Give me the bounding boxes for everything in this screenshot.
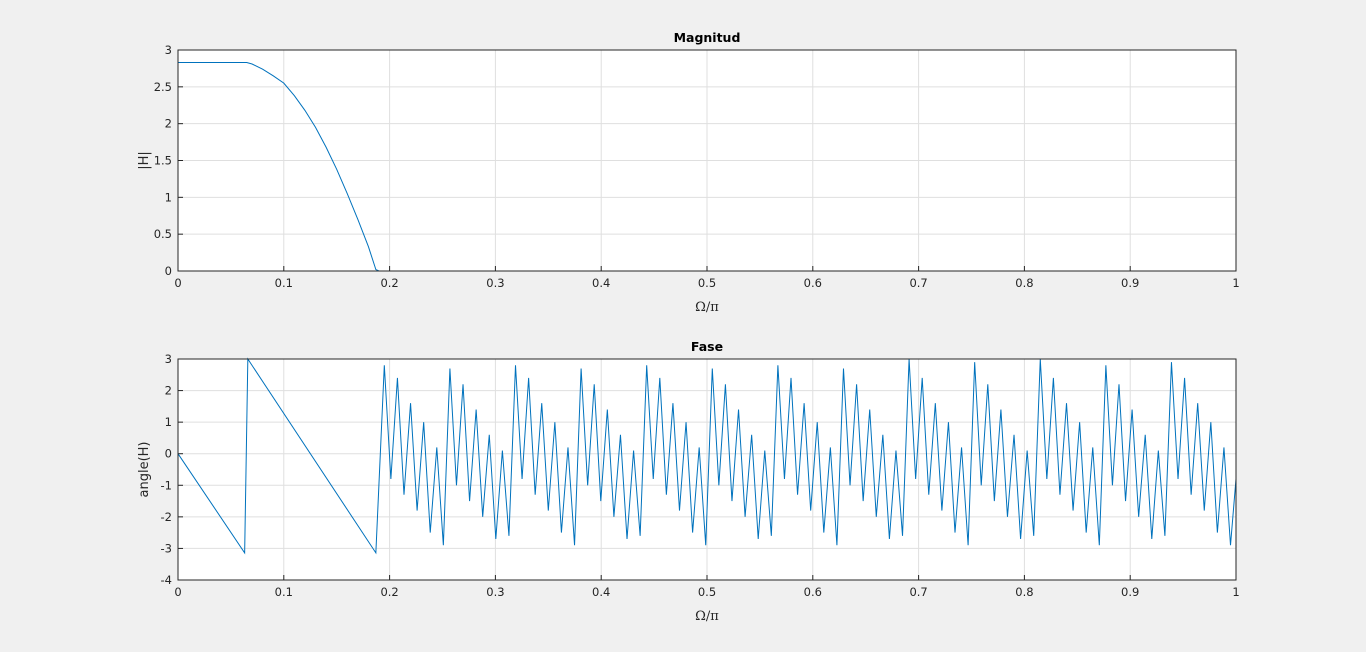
y-tick-label: 2 (165, 384, 172, 398)
x-tick-label: 0.5 (698, 276, 716, 290)
y-tick-label: 0.5 (154, 227, 172, 241)
y-tick-label: 3 (165, 352, 172, 366)
x-tick-label: 0.5 (698, 585, 716, 599)
x-tick-label: 0.8 (1015, 585, 1033, 599)
x-tick-label: 0.9 (1121, 585, 1139, 599)
x-tick-label: 0.1 (275, 276, 293, 290)
y-tick-label: 2 (165, 117, 172, 131)
x-tick-label: 0.1 (275, 585, 293, 599)
y-tick-label: 2.5 (154, 80, 172, 94)
x-tick-label: 0.6 (804, 585, 822, 599)
y-tick-label: 1 (165, 415, 172, 429)
y-tick-label: -4 (161, 573, 172, 587)
y-axis-label: |H| (137, 151, 152, 170)
x-tick-label: 0.9 (1121, 276, 1139, 290)
y-tick-label: -1 (161, 478, 172, 492)
y-tick-label: 0 (165, 264, 172, 278)
x-axis-label: Ω/π (695, 609, 719, 624)
y-axis-label: angle(H) (137, 442, 152, 498)
x-tick-label: 0.7 (909, 276, 927, 290)
data-line (178, 62, 1236, 272)
y-tick-label: 1.5 (154, 154, 172, 168)
x-tick-label: 0.3 (486, 276, 504, 290)
y-tick-label: 0 (165, 447, 172, 461)
data-line (177, 357, 1237, 555)
x-tick-label: 0.6 (804, 276, 822, 290)
x-tick-label: 0.4 (592, 276, 610, 290)
x-tick-label: 0 (174, 585, 181, 599)
axes: 0 0.1 0.2 0.3 0.4 0.5 0.6 0.7 0.8 0.9 1 0 0.5 1 1.5 2 2.… (137, 30, 1240, 315)
x-tick-label: 0.2 (380, 276, 398, 290)
y-tick-label: -2 (161, 510, 172, 524)
axes-box (177, 358, 1237, 581)
y-tick-label: 3 (165, 43, 172, 57)
x-tick-label: 0.2 (380, 585, 398, 599)
x-tick-label: 1 (1232, 585, 1239, 599)
x-tick-label: 1 (1232, 276, 1239, 290)
chart-title: Fase (691, 339, 723, 354)
x-tick-label: 0 (174, 276, 181, 290)
x-axis-label: Ω/π (695, 300, 719, 315)
x-tick-label: 0.7 (909, 585, 927, 599)
x-tick-label: 0.8 (1015, 276, 1033, 290)
y-tick-label: 1 (165, 190, 172, 204)
x-tick-label: 0.4 (592, 585, 610, 599)
y-tick-label: -3 (161, 541, 172, 555)
x-tick-label: 0.3 (486, 585, 504, 599)
chart-title: Magnitud (674, 30, 741, 45)
axes: 0 0.1 0.2 0.3 0.4 0.5 0.6 0.7 0.8 0.9 1 -4 -3 -2 -1 0 1 2… (137, 339, 1240, 624)
axes-box (177, 49, 1237, 272)
